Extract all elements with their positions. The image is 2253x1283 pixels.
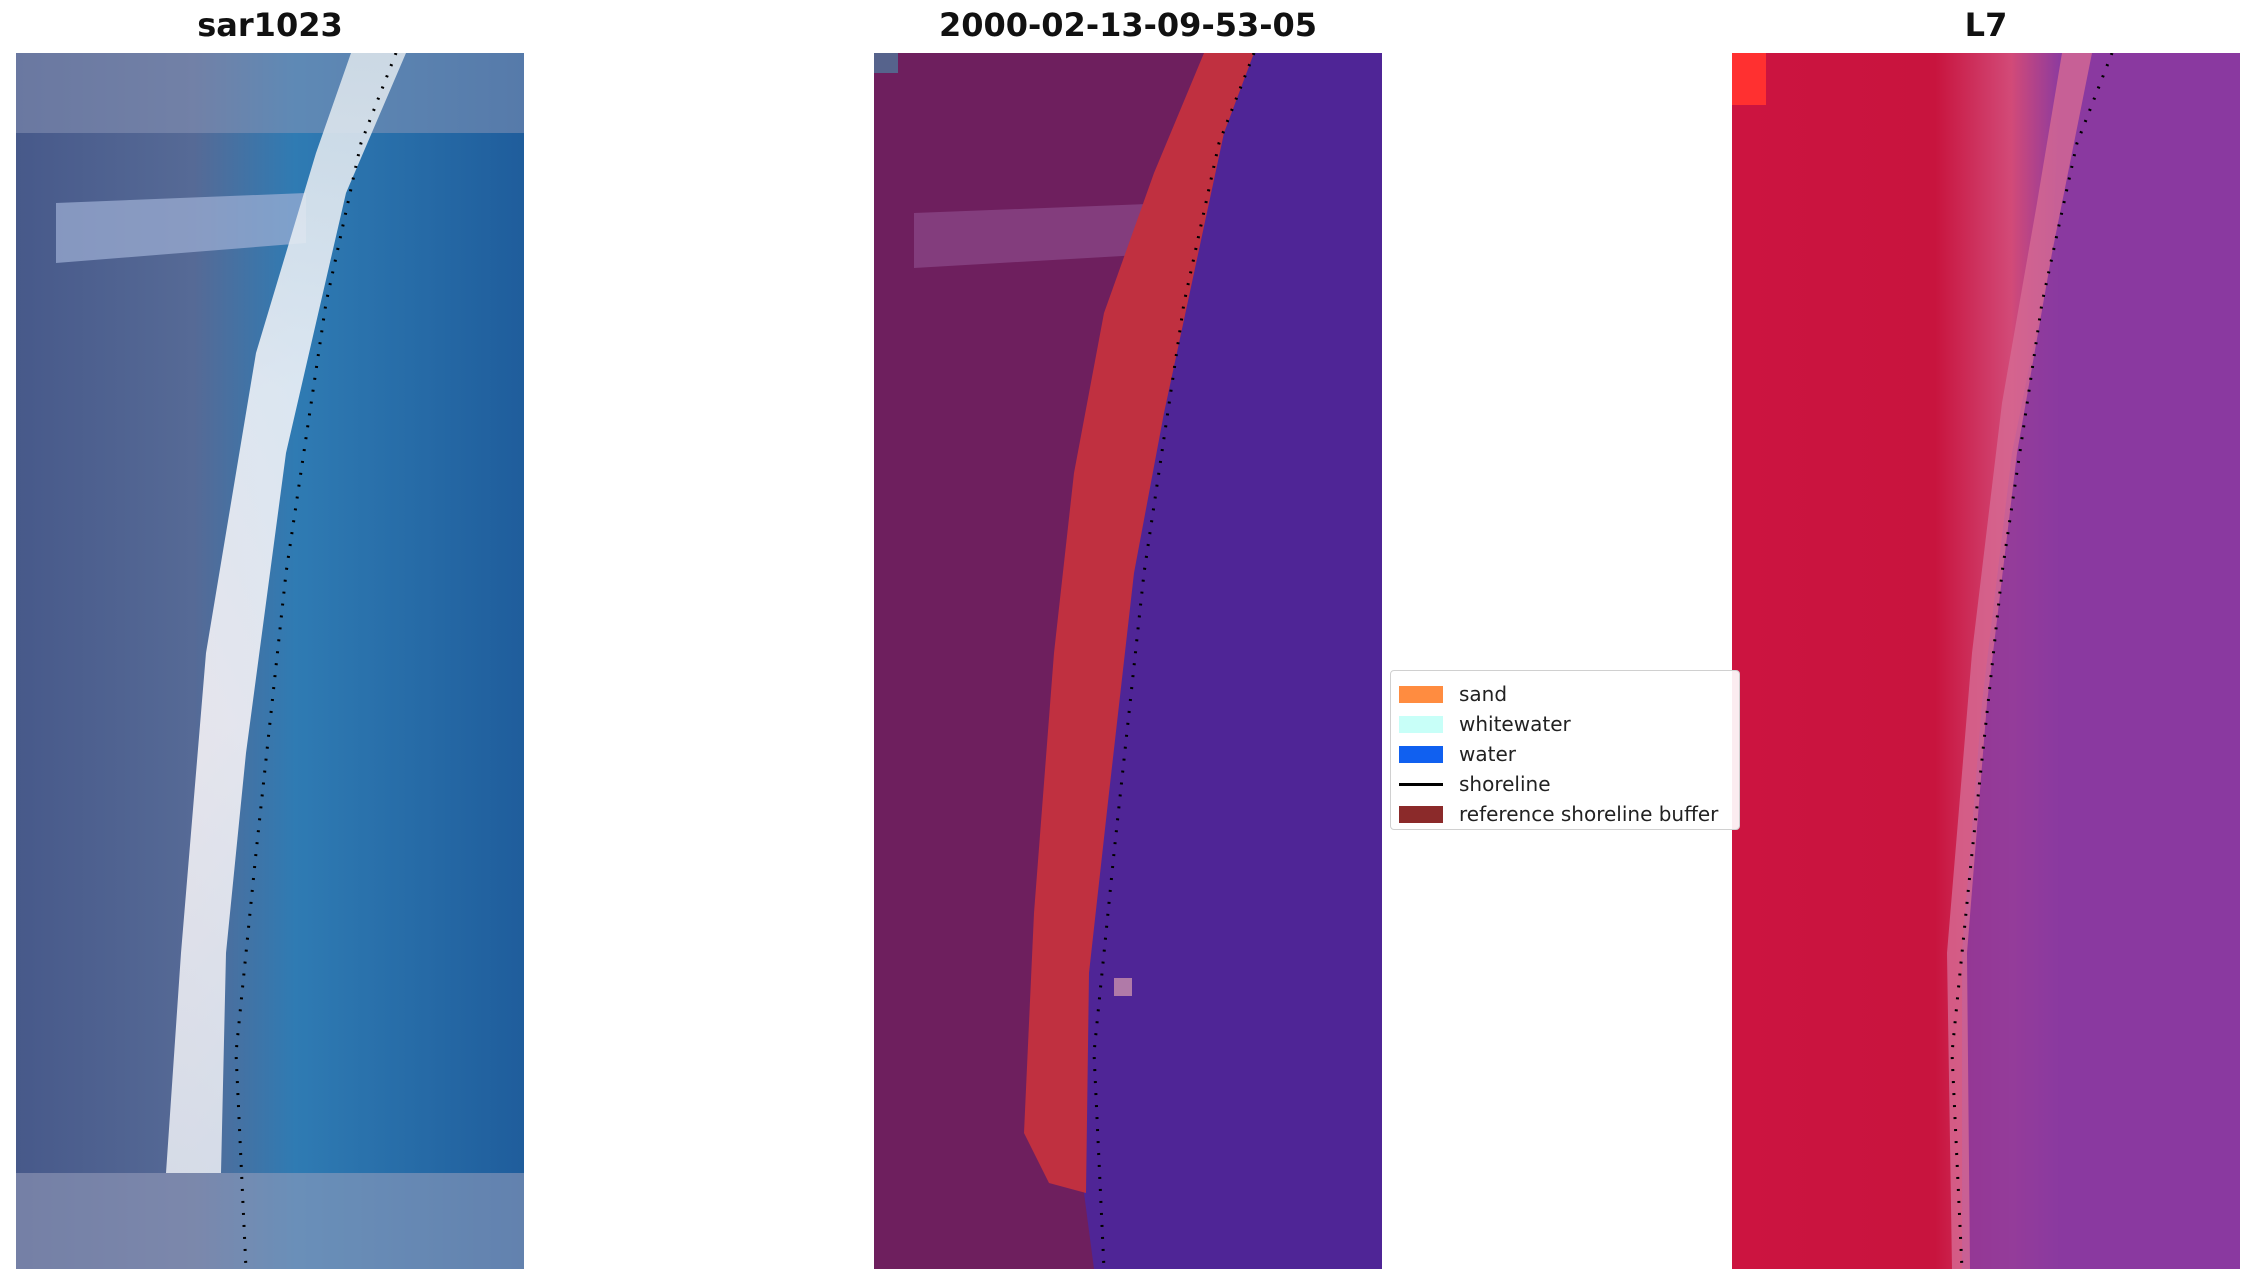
classified-image-panel xyxy=(874,53,1382,1269)
buffer-swatch xyxy=(1399,805,1443,823)
legend-item-shoreline: shoreline xyxy=(1399,769,1551,799)
shoreline-line xyxy=(1950,53,2114,1269)
legend: sand whitewater water shoreline referenc… xyxy=(1390,670,1740,830)
whitewater-swatch xyxy=(1399,715,1443,733)
panel-title-rgb: sar1023 xyxy=(197,6,343,44)
panel-title-classified: 2000-02-13-09-53-05 xyxy=(938,6,1318,44)
legend-item-buffer: reference shoreline buffer xyxy=(1399,799,1718,829)
rgb-image-panel xyxy=(16,53,524,1269)
index-image xyxy=(1732,53,2240,1269)
shoreline-line xyxy=(234,53,398,1269)
sand-swatch xyxy=(1399,685,1443,703)
legend-label: sand xyxy=(1459,682,1508,706)
legend-item-whitewater: whitewater xyxy=(1399,709,1571,739)
water-swatch xyxy=(1399,745,1443,763)
legend-label: whitewater xyxy=(1459,712,1571,736)
legend-label: water xyxy=(1459,742,1516,766)
rgb-image xyxy=(16,53,524,1269)
legend-item-water: water xyxy=(1399,739,1516,769)
classified-image xyxy=(874,53,1382,1269)
panel-title-index: L7 xyxy=(1964,6,2008,44)
shoreline-line xyxy=(1092,53,1256,1269)
legend-label: reference shoreline buffer xyxy=(1459,802,1719,826)
legend-item-sand: sand xyxy=(1399,679,1507,709)
legend-label: shoreline xyxy=(1459,772,1551,796)
shoreline-swatch xyxy=(1399,782,1443,786)
index-image-panel xyxy=(1732,53,2240,1269)
